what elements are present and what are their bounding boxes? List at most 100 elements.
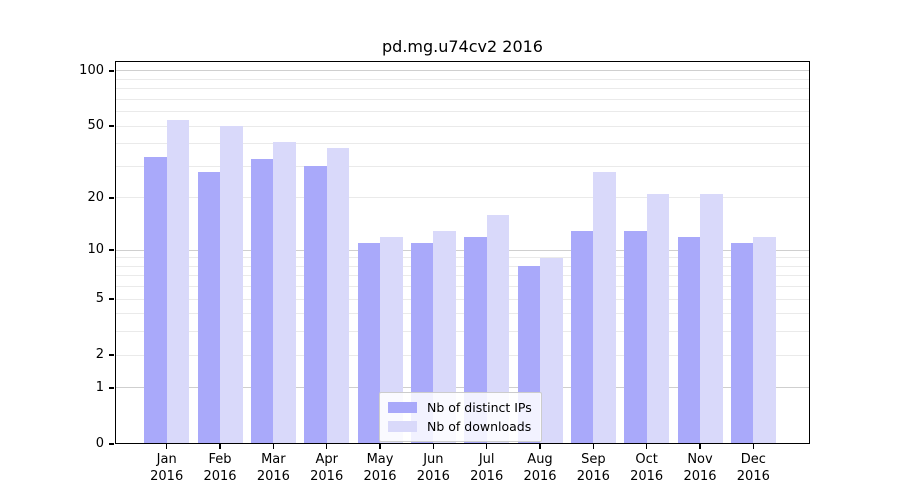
x-tick-month-dec: Dec: [740, 452, 766, 467]
x-tick-label-feb: Feb 2016: [188, 451, 252, 485]
y-tick-label-0: 0: [95, 436, 104, 451]
bar-downloads-feb: [220, 126, 243, 444]
bar-downloads-dec: [753, 236, 776, 444]
legend-swatch-downloads: [388, 421, 417, 432]
y-tick-mark-5: [109, 298, 114, 300]
chart-title: pd.mg.u74cv2 2016: [382, 37, 543, 56]
legend-row-downloads: Nb of downloads: [388, 417, 532, 436]
x-tick-year-jul: 2016: [470, 469, 504, 484]
gridline-minor-8: [115, 265, 810, 267]
x-tick-year-aug: 2016: [523, 469, 557, 484]
gridline-minor-6: [115, 286, 810, 288]
plot-area: [115, 61, 810, 444]
x-tick-mark-may: [379, 444, 381, 449]
gridline-minor-2: [115, 354, 810, 356]
x-tick-year-dec: 2016: [736, 469, 770, 484]
legend-swatch-ips: [388, 402, 417, 413]
x-tick-label-aug: Aug 2016: [508, 451, 572, 485]
y-tick-mark-20: [109, 197, 114, 199]
bar-downloads-sep: [593, 171, 616, 444]
y-tick-mark-100: [109, 70, 114, 72]
x-tick-month-jul: Jul: [478, 452, 495, 467]
bar-downloads-oct: [646, 194, 670, 444]
x-tick-label-jan: Jan 2016: [135, 451, 199, 485]
gridline-minor-50: [115, 125, 810, 127]
bar-ips-feb: [197, 171, 221, 444]
x-tick-mark-jan: [165, 444, 168, 449]
x-tick-label-jul: Jul 2016: [455, 451, 519, 485]
y-tick-label-1: 1: [95, 379, 104, 395]
x-tick-label-sep: Sep 2016: [561, 451, 625, 485]
legend-row-ips: Nb of distinct IPs: [388, 398, 532, 417]
x-tick-mark-feb: [219, 444, 221, 449]
gridline-minor-80: [115, 88, 810, 90]
x-tick-year-apr: 2016: [310, 469, 344, 484]
bar-ips-sep: [570, 230, 594, 444]
x-tick-mark-jun: [432, 444, 435, 449]
bar-ips-jan: [144, 156, 167, 444]
bar-downloads-aug: [540, 257, 563, 444]
x-tick-year-jun: 2016: [416, 469, 450, 484]
x-tick-month-jun: Jun: [423, 452, 444, 467]
x-tick-month-feb: Feb: [208, 452, 232, 467]
bar-downloads-jul: [486, 214, 510, 444]
gridline-minor-4: [115, 313, 810, 315]
x-tick-label-may: May 2016: [348, 451, 412, 485]
bar-ips-oct: [624, 230, 647, 444]
gridline-minor-40: [115, 143, 810, 145]
x-tick-year-may: 2016: [363, 469, 397, 484]
x-tick-label-dec: Dec 2016: [721, 451, 785, 485]
gridline-minor-7: [115, 275, 810, 277]
x-tick-mark-sep: [592, 444, 595, 449]
y-tick-label-2: 2: [95, 347, 104, 363]
gridline-minor-90: [115, 78, 810, 80]
gridline-major-1: [115, 387, 810, 389]
legend-label-downloads: Nb of downloads: [427, 419, 532, 434]
bar-downloads-apr: [326, 147, 350, 444]
bar-ips-dec: [730, 243, 754, 444]
x-tick-label-apr: Apr 2016: [295, 451, 359, 485]
gridline-minor-20: [115, 197, 810, 199]
bar-downloads-jan: [166, 119, 190, 444]
gridline-minor-9: [115, 257, 810, 259]
y-tick-label-50: 50: [87, 118, 104, 134]
legend: Nb of distinct IPs Nb of downloads: [379, 392, 542, 442]
y-tick-label-100: 100: [79, 62, 104, 78]
bar-downloads-nov: [700, 194, 723, 444]
gridline-minor-5: [115, 298, 810, 300]
x-tick-mark-mar: [272, 444, 275, 449]
x-tick-mark-oct: [645, 444, 648, 449]
bar-ips-may: [357, 243, 381, 444]
x-tick-mark-nov: [699, 444, 701, 449]
y-tick-label-20: 20: [87, 189, 104, 205]
x-tick-month-oct: Oct: [635, 452, 658, 467]
y-tick-mark-50: [109, 125, 114, 127]
x-tick-mark-aug: [539, 444, 541, 449]
x-tick-month-mar: Mar: [261, 452, 286, 467]
bar-ips-mar: [250, 158, 274, 444]
bar-downloads-jun: [433, 230, 456, 444]
gridline-major-10: [115, 249, 810, 251]
gridline-major-100: [115, 70, 810, 72]
y-tick-mark-0: [109, 443, 114, 445]
x-tick-month-jan: Jan: [156, 452, 177, 467]
gridline-minor-30: [115, 165, 810, 167]
x-tick-month-aug: Aug: [527, 452, 553, 467]
gridline-minor-70: [115, 98, 810, 100]
x-tick-label-jun: Jun 2016: [401, 451, 465, 485]
x-tick-year-sep: 2016: [576, 469, 610, 484]
bar-ips-apr: [304, 166, 327, 444]
y-tick-mark-2: [109, 354, 114, 356]
x-tick-year-nov: 2016: [683, 469, 717, 484]
x-tick-mark-jul: [485, 444, 488, 449]
y-tick-label-5: 5: [95, 291, 104, 307]
x-tick-mark-apr: [325, 444, 328, 449]
x-tick-mark-dec: [752, 444, 755, 449]
x-tick-month-sep: Sep: [581, 452, 606, 467]
x-tick-label-oct: Oct 2016: [615, 451, 679, 485]
y-tick-mark-1: [109, 387, 114, 389]
x-tick-year-jan: 2016: [150, 469, 184, 484]
x-tick-month-may: May: [366, 452, 394, 467]
gridline-minor-60: [115, 111, 810, 113]
